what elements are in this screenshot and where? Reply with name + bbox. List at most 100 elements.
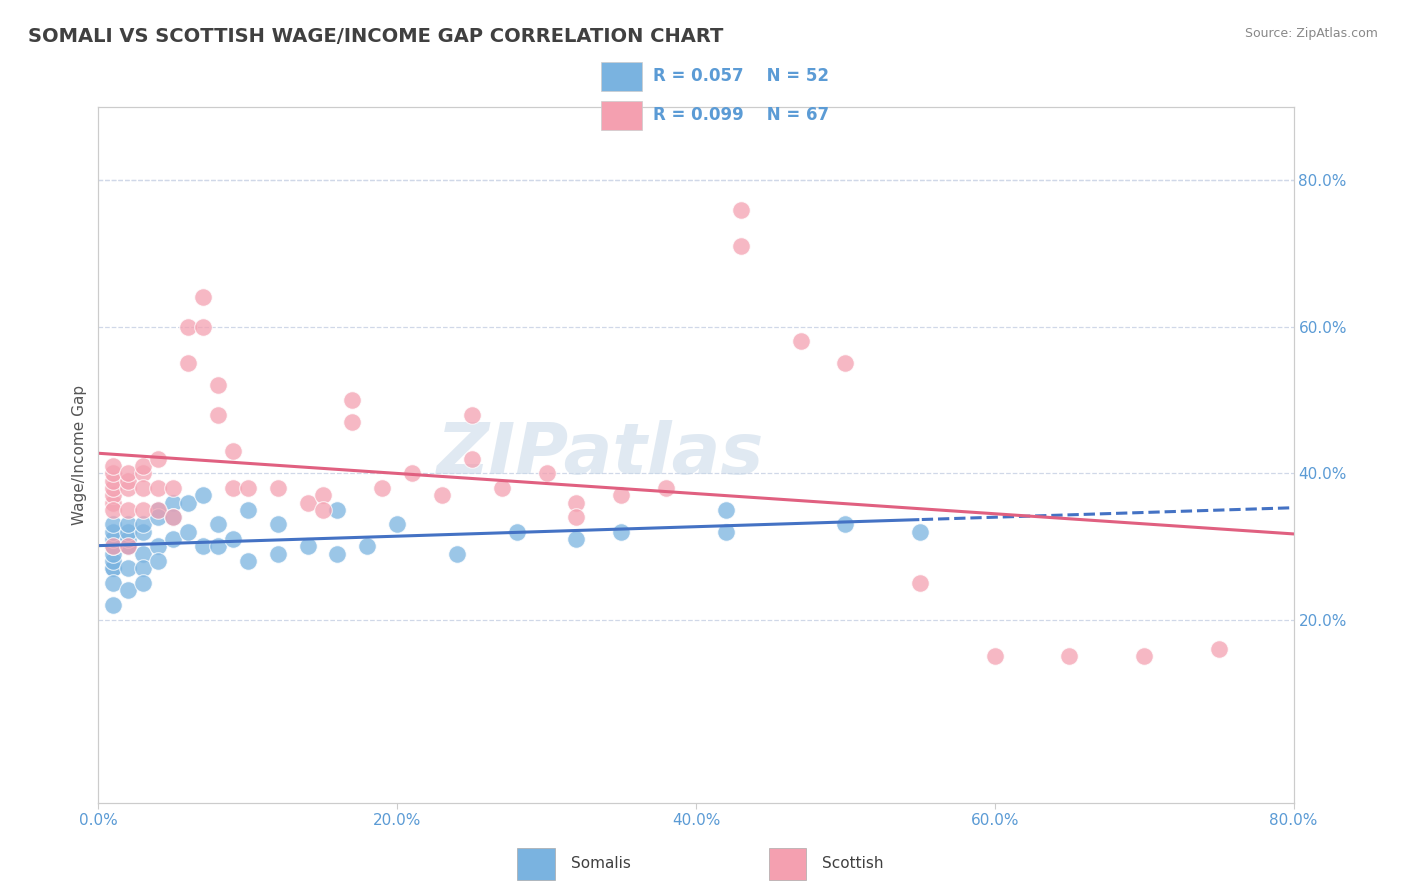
Point	[103, 598, 125, 612]
Point	[117, 540, 139, 554]
Point	[148, 503, 170, 517]
Point	[117, 540, 139, 554]
Point	[148, 510, 170, 524]
Point	[491, 481, 513, 495]
Point	[191, 540, 214, 554]
Point	[103, 517, 125, 532]
Point	[714, 503, 737, 517]
Point	[177, 356, 200, 370]
Point	[191, 488, 214, 502]
Point	[103, 524, 125, 539]
Point	[834, 356, 856, 370]
Point	[401, 467, 423, 481]
Point	[342, 392, 364, 407]
Point	[1208, 642, 1230, 657]
Text: ZIPatlas: ZIPatlas	[437, 420, 763, 490]
Point	[267, 517, 290, 532]
Point	[565, 532, 588, 546]
Point	[103, 576, 125, 591]
Point	[103, 481, 125, 495]
Point	[117, 561, 139, 575]
Point	[132, 524, 155, 539]
Point	[177, 319, 200, 334]
Point	[162, 510, 184, 524]
Point	[117, 517, 139, 532]
Point	[984, 649, 1007, 664]
Point	[342, 415, 364, 429]
Point	[461, 408, 484, 422]
Point	[103, 540, 125, 554]
Point	[789, 334, 811, 349]
Point	[103, 488, 125, 502]
Point	[103, 547, 125, 561]
Point	[610, 488, 633, 502]
Point	[103, 467, 125, 481]
Point	[371, 481, 394, 495]
Point	[148, 540, 170, 554]
Point	[103, 554, 125, 568]
Text: SOMALI VS SCOTTISH WAGE/INCOME GAP CORRELATION CHART: SOMALI VS SCOTTISH WAGE/INCOME GAP CORRE…	[28, 27, 724, 45]
Point	[191, 319, 214, 334]
Point	[117, 583, 139, 598]
Point	[222, 481, 245, 495]
Point	[103, 474, 125, 488]
Point	[908, 524, 931, 539]
Point	[1133, 649, 1156, 664]
Point	[103, 458, 125, 473]
Point	[117, 481, 139, 495]
Point	[132, 576, 155, 591]
Point	[103, 503, 125, 517]
Point	[236, 554, 259, 568]
Point	[311, 503, 333, 517]
Point	[148, 451, 170, 466]
Text: R = 0.057    N = 52: R = 0.057 N = 52	[652, 68, 828, 86]
Text: Source: ZipAtlas.com: Source: ZipAtlas.com	[1244, 27, 1378, 40]
FancyBboxPatch shape	[602, 62, 641, 91]
Point	[177, 495, 200, 509]
Y-axis label: Wage/Income Gap: Wage/Income Gap	[72, 384, 87, 525]
Point	[132, 458, 155, 473]
Point	[536, 467, 558, 481]
Text: Scottish: Scottish	[823, 855, 883, 871]
Point	[565, 495, 588, 509]
Point	[207, 517, 229, 532]
Point	[207, 408, 229, 422]
Point	[162, 510, 184, 524]
Point	[714, 524, 737, 539]
Point	[311, 488, 333, 502]
Point	[132, 481, 155, 495]
Point	[326, 503, 349, 517]
Point	[132, 467, 155, 481]
Point	[148, 554, 170, 568]
Point	[132, 503, 155, 517]
Point	[117, 467, 139, 481]
Point	[222, 444, 245, 458]
Point	[117, 474, 139, 488]
Point	[103, 561, 125, 575]
Point	[117, 503, 139, 517]
Point	[610, 524, 633, 539]
Point	[103, 495, 125, 509]
Point	[117, 540, 139, 554]
Point	[908, 576, 931, 591]
Point	[117, 524, 139, 539]
FancyBboxPatch shape	[602, 101, 641, 130]
FancyBboxPatch shape	[769, 848, 806, 880]
Point	[222, 532, 245, 546]
Text: Somalis: Somalis	[571, 855, 631, 871]
Point	[655, 481, 678, 495]
Point	[191, 290, 214, 304]
Point	[267, 547, 290, 561]
Point	[103, 540, 125, 554]
Point	[236, 503, 259, 517]
Point	[730, 202, 752, 217]
Point	[103, 532, 125, 546]
Point	[297, 495, 319, 509]
Point	[162, 495, 184, 509]
Point	[162, 532, 184, 546]
Point	[461, 451, 484, 466]
Point	[207, 540, 229, 554]
Point	[132, 561, 155, 575]
FancyBboxPatch shape	[517, 848, 555, 880]
Point	[148, 481, 170, 495]
